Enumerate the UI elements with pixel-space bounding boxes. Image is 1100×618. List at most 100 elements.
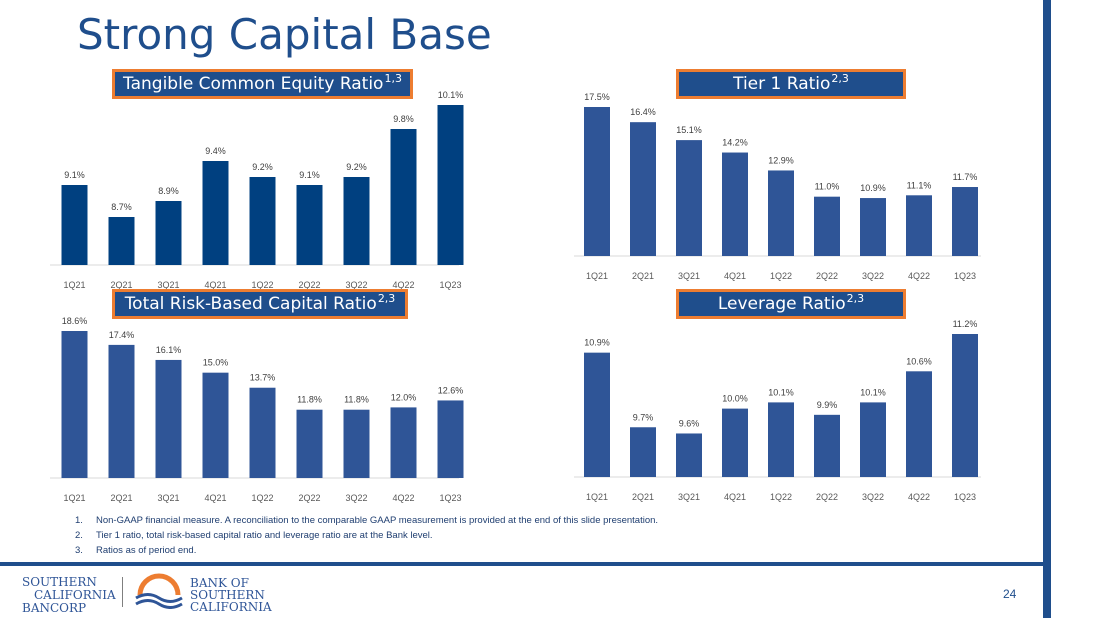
total-risk-based-label-sup: 2,3 (377, 291, 396, 305)
data-label: 17.4% (109, 330, 135, 340)
bar (814, 414, 840, 477)
data-label: 9.8% (393, 114, 414, 124)
leverage-ratio-label: Leverage Ratio 2,3 (676, 289, 906, 319)
data-label: 14.2% (722, 138, 748, 148)
data-label: 10.6% (906, 356, 932, 366)
tier1-ratio-label: Tier 1 Ratio 2,3 (676, 69, 906, 99)
x-tick-label: 4Q22 (392, 493, 414, 503)
bar (952, 187, 978, 256)
data-label: 15.0% (203, 358, 229, 368)
bar (768, 170, 794, 256)
x-tick-label: 4Q22 (908, 492, 930, 502)
data-label: 9.1% (299, 170, 320, 180)
data-label: 11.0% (815, 182, 840, 192)
data-label: 12.6% (438, 385, 464, 395)
data-label: 13.7% (250, 373, 276, 383)
bar (202, 161, 229, 265)
bar (676, 140, 702, 256)
x-tick-label: 2Q22 (816, 492, 838, 502)
bar (860, 198, 886, 256)
footnote-number: 2. (75, 530, 83, 541)
x-tick-label: 2Q22 (298, 280, 320, 290)
x-tick-label: 2Q21 (110, 493, 132, 503)
bank-emblem-icon (135, 573, 183, 609)
footnote-text: Non-GAAP financial measure. A reconcilia… (96, 515, 659, 526)
bar (249, 177, 276, 265)
page-number: 24 (1003, 587, 1017, 601)
x-tick-label: 4Q22 (392, 280, 414, 290)
bar (202, 372, 229, 478)
x-tick-label: 3Q22 (345, 280, 367, 290)
data-label: 11.8% (344, 395, 369, 405)
x-tick-label: 2Q21 (632, 271, 654, 281)
logo-divider (122, 577, 123, 607)
x-tick-label: 1Q22 (251, 493, 273, 503)
bar (676, 433, 702, 477)
x-tick-label: 1Q23 (954, 271, 976, 281)
total-risk-based-label-text: Total Risk-Based Capital Ratio (124, 294, 377, 314)
bar (155, 201, 182, 265)
bar (343, 409, 370, 478)
leverage-ratio-label-text: Leverage Ratio (717, 294, 846, 314)
x-tick-label: 1Q23 (439, 280, 461, 290)
x-tick-label: 1Q23 (439, 493, 461, 503)
x-tick-label: 4Q21 (724, 492, 746, 502)
footnote-item: 3. Ratios as of period end. (75, 543, 658, 558)
bank-logo: BANK OF SOUTHERN CALIFORNIA (190, 577, 272, 613)
data-label: 8.7% (111, 202, 132, 212)
tce-ratio-label-text: Tangible Common Equity Ratio (123, 74, 384, 94)
x-tick-label: 1Q21 (586, 492, 608, 502)
data-label: 9.6% (679, 418, 700, 428)
bancorp-logo: SOUTHERN CALIFORNIA BANCORP (22, 576, 116, 615)
bar (814, 196, 840, 256)
bar (437, 400, 464, 478)
tier1-ratio-label-text: Tier 1 Ratio (733, 74, 831, 94)
data-label: 11.2% (953, 319, 978, 329)
x-tick-label: 2Q22 (816, 271, 838, 281)
footnote-item: 1. Non-GAAP financial measure. A reconcil… (75, 513, 658, 528)
bar (722, 152, 748, 256)
data-label: 15.1% (676, 125, 702, 135)
tce-ratio-label: Tangible Common Equity Ratio 1,3 (112, 69, 413, 99)
data-label: 9.1% (64, 170, 85, 180)
bancorp-logo-line: SOUTHERN (22, 575, 97, 589)
footnote-text: Ratios as of period end. (96, 545, 197, 556)
bar (296, 185, 323, 265)
data-label: 9.9% (817, 400, 838, 410)
data-label: 10.1% (768, 387, 794, 397)
data-label: 10.1% (860, 387, 886, 397)
bar (61, 331, 88, 478)
footnote-number: 3. (75, 545, 83, 556)
bancorp-logo-line: BANCORP (22, 601, 87, 615)
bar (249, 387, 276, 478)
x-tick-label: 4Q21 (204, 280, 226, 290)
footnote-text: Tier 1 ratio, total risk-based capital r… (96, 530, 433, 541)
x-tick-label: 2Q21 (632, 492, 654, 502)
bar (155, 359, 182, 478)
x-tick-label: 2Q22 (298, 493, 320, 503)
data-label: 11.1% (907, 180, 932, 190)
x-tick-label: 4Q21 (204, 493, 226, 503)
tce-ratio-label-sup: 1,3 (384, 71, 402, 85)
bar (108, 217, 135, 265)
data-label: 12.9% (768, 155, 794, 165)
data-label: 9.2% (252, 162, 273, 172)
bar (437, 105, 464, 265)
x-tick-label: 3Q21 (157, 280, 179, 290)
page-title: Strong Capital Base (77, 10, 492, 59)
data-label: 10.0% (722, 394, 748, 404)
bar (630, 427, 656, 477)
x-tick-label: 3Q21 (157, 493, 179, 503)
data-label: 10.1% (438, 90, 464, 100)
x-tick-label: 3Q22 (862, 492, 884, 502)
x-tick-label: 3Q22 (862, 271, 884, 281)
bar (390, 407, 417, 478)
footnotes: 1. Non-GAAP financial measure. A reconcil… (75, 513, 658, 558)
footnote-number: 1. (75, 515, 83, 526)
bancorp-logo-line: CALIFORNIA (34, 588, 116, 602)
right-accent-bar (1043, 0, 1051, 618)
bar (768, 402, 794, 477)
